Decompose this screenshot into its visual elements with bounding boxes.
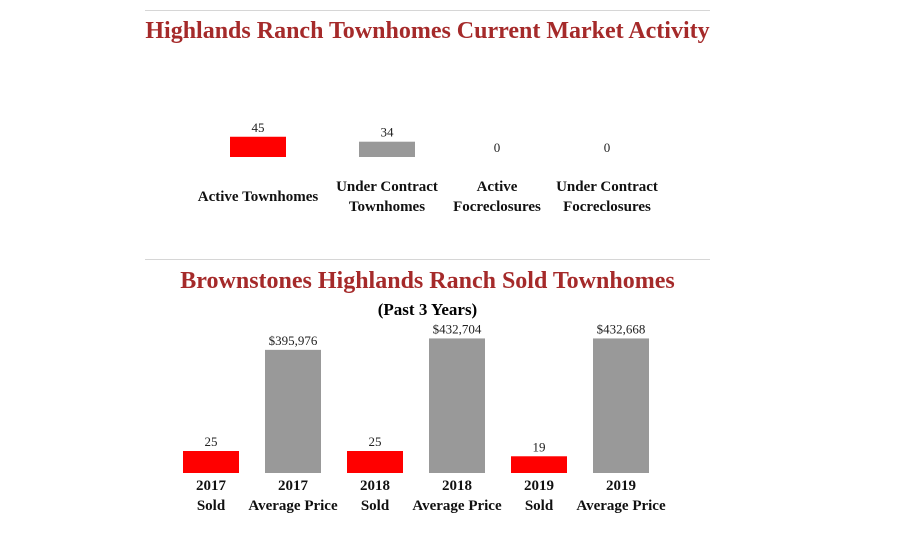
sold-count-bar bbox=[183, 451, 239, 473]
average-price-value: $432,704 bbox=[433, 321, 482, 336]
sold-category-label: Average Price bbox=[412, 498, 502, 514]
average-price-bar bbox=[429, 338, 485, 473]
sold-category-label: 2018 bbox=[442, 478, 472, 494]
market-bar bbox=[359, 141, 415, 157]
market-bar-value: 45 bbox=[252, 120, 265, 135]
market-category-label: Under Contract bbox=[556, 179, 658, 195]
market-bar bbox=[230, 136, 286, 157]
sold-category-label: 2018 bbox=[360, 478, 390, 494]
sold-category-label: Sold bbox=[361, 498, 390, 514]
sold-category-label: Average Price bbox=[248, 498, 338, 514]
sold-townhomes-title: Brownstones Highlands Ranch Sold Townhom… bbox=[180, 268, 675, 294]
sold-count-bar bbox=[347, 451, 403, 473]
market-bar-value: 0 bbox=[604, 140, 611, 155]
sold-category-label: Average Price bbox=[576, 498, 666, 514]
average-price-value: $432,668 bbox=[597, 321, 646, 336]
market-category-label: Active bbox=[477, 179, 518, 195]
sold-category-label: 2017 bbox=[196, 478, 227, 494]
sold-category-label: Sold bbox=[197, 498, 226, 514]
sold-count-value: 25 bbox=[205, 434, 218, 449]
average-price-value: $395,976 bbox=[269, 333, 318, 348]
section-divider bbox=[145, 259, 710, 260]
sold-category-label: Sold bbox=[525, 498, 554, 514]
market-bar-value: 34 bbox=[381, 125, 395, 140]
sold-count-value: 19 bbox=[533, 439, 546, 454]
average-price-bar bbox=[593, 338, 649, 473]
top-divider bbox=[145, 10, 710, 11]
market-bar-value: 0 bbox=[494, 140, 501, 155]
average-price-bar bbox=[265, 349, 321, 473]
sold-category-label: 2019 bbox=[606, 478, 636, 494]
market-category-label: Focreclosures bbox=[563, 199, 651, 215]
market-activity-title: Highlands Ranch Townhomes Current Market… bbox=[145, 18, 710, 44]
sold-count-bar bbox=[511, 456, 567, 473]
market-category-label: Townhomes bbox=[349, 199, 425, 215]
market-category-label: Under Contract bbox=[336, 179, 438, 195]
market-category-label: Active Townhomes bbox=[198, 189, 319, 205]
sold-townhomes-subtitle: (Past 3 Years) bbox=[377, 300, 478, 319]
sold-category-label: 2019 bbox=[524, 478, 554, 494]
sold-category-label: 2017 bbox=[278, 478, 309, 494]
market-category-label: Focreclosures bbox=[453, 199, 541, 215]
sold-count-value: 25 bbox=[369, 434, 382, 449]
